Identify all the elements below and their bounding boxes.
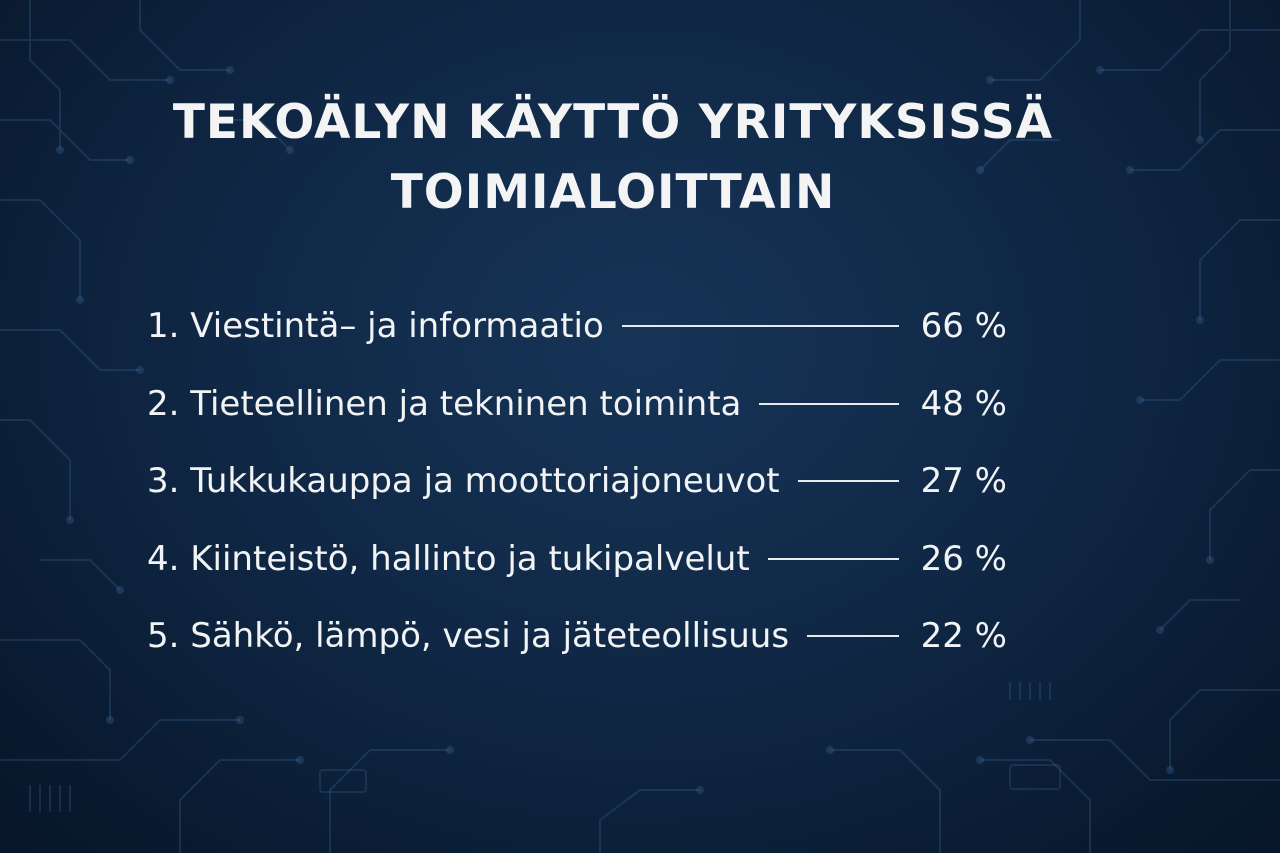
item-label: 3. Tukkukauppa ja moottoriajoneuvot	[147, 461, 780, 501]
leader-line	[767, 557, 899, 560]
leader-line	[759, 402, 899, 405]
page-title: TEKOÄLYN KÄYTTÖ YRITYKSISSÄ TOIMIALOITTA…	[0, 88, 1226, 228]
leader-line	[797, 480, 899, 482]
item-percentage: 27 %	[920, 461, 1007, 501]
list-item: 2. Tieteellinen ja tekninen toiminta 48 …	[147, 374, 1007, 434]
item-label: 2. Tieteellinen ja tekninen toiminta	[147, 383, 742, 424]
list-item: 4. Kiinteistö, hallinto ja tukipalvelut …	[147, 529, 1007, 589]
list-item: 3. Tukkukauppa ja moottoriajoneuvot 27 %	[147, 451, 1007, 511]
item-percentage: 48 %	[920, 383, 1007, 424]
list-item: 1. Viestintä– ja informaatio 66 %	[147, 296, 1007, 356]
item-label: 1. Viestintä– ja informaatio	[147, 306, 604, 346]
leader-line	[807, 635, 899, 637]
leader-line	[621, 325, 899, 327]
item-percentage: 66 %	[920, 306, 1007, 346]
industry-ranking-list: 1. Viestintä– ja informaatio 66 % 2. Tie…	[147, 296, 1007, 684]
title-line-2: TOIMIALOITTAIN	[390, 165, 836, 220]
title-line-1: TEKOÄLYN KÄYTTÖ YRITYKSISSÄ	[172, 95, 1054, 150]
item-percentage: 26 %	[920, 538, 1007, 579]
list-item: 5. Sähkö, lämpö, vesi ja jäteteollisuus …	[147, 606, 1007, 666]
item-label: 5. Sähkö, lämpö, vesi ja jäteteollisuus	[147, 616, 790, 656]
item-label: 4. Kiinteistö, hallinto ja tukipalvelut	[147, 538, 750, 579]
item-percentage: 22 %	[920, 616, 1007, 656]
